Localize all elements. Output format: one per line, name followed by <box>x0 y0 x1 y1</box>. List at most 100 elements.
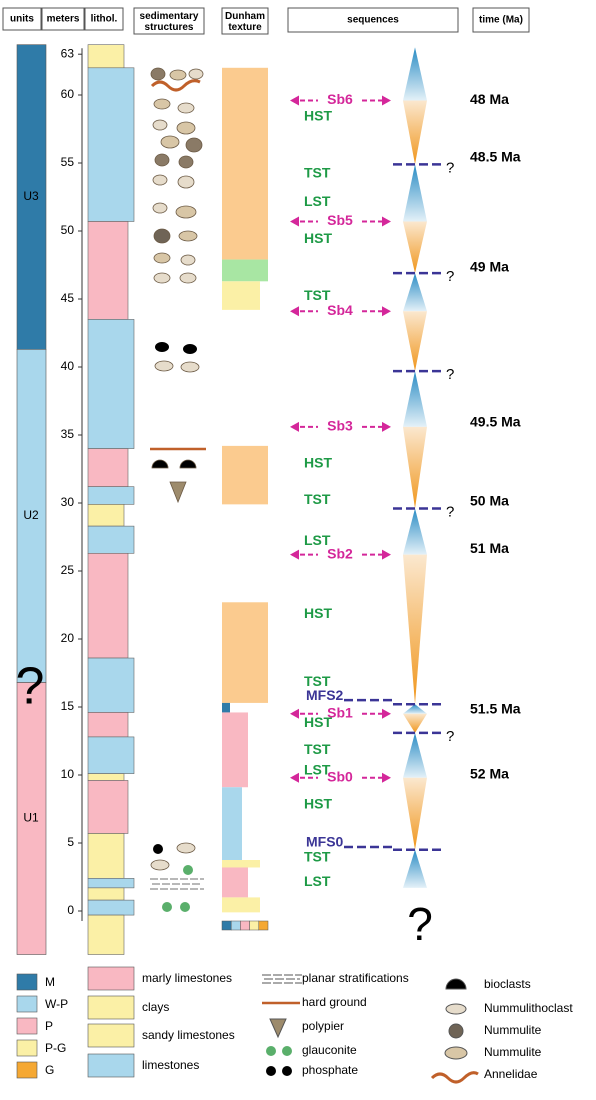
nummulite-icon <box>178 155 194 169</box>
headers <box>2 7 530 35</box>
unit-band <box>16 44 47 350</box>
texture-swatch <box>16 995 38 1013</box>
symbol-legend-label: glauconite <box>302 1043 357 1057</box>
texture-scale-swatch <box>258 920 269 931</box>
meter-label: 45 <box>61 291 75 305</box>
systems-tract-label: HST <box>304 454 332 470</box>
dunham-layer <box>222 67 268 260</box>
nummulite-icon <box>188 68 204 80</box>
nummulite-icon <box>185 137 203 153</box>
nummulite-icon <box>152 202 168 214</box>
lithology-swatch <box>87 966 135 991</box>
glauconite-icon <box>162 902 172 912</box>
dunham-layer <box>222 787 242 860</box>
meter-label: 30 <box>61 495 75 509</box>
mfs-label: MFS0 <box>306 834 344 850</box>
header-box <box>133 7 205 35</box>
dunham-layer <box>222 281 260 310</box>
symbol-legend-label: hard ground <box>302 995 367 1009</box>
nummulite-icon <box>177 102 195 114</box>
meter-label: 50 <box>61 223 75 237</box>
systems-tract-label: TST <box>304 673 331 689</box>
glauconite-icon <box>266 1046 276 1056</box>
fossil-legend-label: Nummulithoclast <box>484 1001 573 1015</box>
sb-label: Sb1 <box>327 705 353 721</box>
meter-label: 20 <box>61 631 75 645</box>
regressive-wedge <box>403 713 427 733</box>
nummulite-icon <box>180 254 196 266</box>
systems-tract-label: LST <box>304 532 331 548</box>
systems-tract-label: HST <box>304 605 332 621</box>
lithology-layer <box>87 878 135 889</box>
meter-label: 40 <box>61 359 75 373</box>
bioclast-icon <box>151 459 197 469</box>
lithology-swatch <box>87 1023 135 1048</box>
systems-tract-label: HST <box>304 230 332 246</box>
annelid-icon <box>430 1071 479 1084</box>
fossil-legend-label: Annelidae <box>484 1067 538 1081</box>
header-label: sequences <box>347 15 399 26</box>
lithology-swatch <box>87 995 135 1020</box>
texture-scale-swatch <box>221 920 232 931</box>
dunham-layer <box>222 860 260 868</box>
nummulite-icon <box>150 67 166 81</box>
header-label: Dunham texture <box>225 11 265 33</box>
meter-label: 60 <box>61 87 75 101</box>
nummulite-icon <box>153 272 171 284</box>
texture-swatch <box>16 1017 38 1035</box>
polypier-icon <box>169 481 187 504</box>
planar-stratification-icon <box>262 974 302 984</box>
texture-scale-swatch <box>230 920 241 931</box>
regressive-wedge <box>403 221 427 274</box>
fossil-legend-label: bioclasts <box>484 977 531 991</box>
meter-label: 15 <box>61 699 75 713</box>
meter-label: 55 <box>61 155 75 169</box>
texture-scale-swatch <box>249 920 260 931</box>
lithology-layer <box>87 319 135 449</box>
transgressive-wedge <box>403 849 427 888</box>
meter-label: 25 <box>61 563 75 577</box>
header-box <box>287 7 459 33</box>
regressive-wedge <box>403 777 427 850</box>
time-label: 49.5 Ma <box>470 413 521 429</box>
systems-tract-label: TST <box>304 165 331 181</box>
transgressive-wedge <box>403 508 427 555</box>
lithology-layer <box>87 67 135 222</box>
meter-label: 63 <box>61 46 75 60</box>
sb-label: Sb0 <box>327 768 353 784</box>
dunham-layer <box>222 259 268 282</box>
transgressive-wedge <box>403 273 427 312</box>
lithology-layer <box>87 899 135 916</box>
unit-label: U3 <box>23 189 39 203</box>
systems-tract-label: TST <box>304 741 331 757</box>
texture-scale-swatch <box>240 920 250 931</box>
phosphate-icon <box>282 1066 292 1076</box>
texture-code: M <box>45 975 55 989</box>
regressive-wedge <box>403 100 427 165</box>
transgressive-wedge <box>403 47 427 101</box>
nummulite-icon <box>175 205 197 219</box>
planar-stratification-icon <box>150 878 204 890</box>
structure-icons <box>150 67 206 912</box>
bottom-question: ? <box>407 898 433 950</box>
lithology-legend-label: sandy limestones <box>142 1028 235 1042</box>
phosphate-icon <box>153 844 163 854</box>
nummulite-icon <box>448 1023 464 1039</box>
texture-swatch <box>16 1039 38 1057</box>
unit-label: U2 <box>23 508 39 522</box>
nummulite-icon <box>180 361 200 373</box>
nummulite-icon <box>154 153 170 167</box>
texture-code: P <box>45 1019 53 1033</box>
transgressive-wedge <box>403 164 427 222</box>
phosphate-icon <box>266 1066 276 1076</box>
nummulite-icon <box>153 252 171 264</box>
dunham-layer <box>222 867 248 898</box>
transgressive-wedge <box>403 371 427 427</box>
nummulite-icon <box>176 121 196 135</box>
sb-label: Sb5 <box>327 212 353 228</box>
nummulite-icon <box>152 119 168 131</box>
systems-tract-label: HST <box>304 714 332 730</box>
glauconite-icon <box>183 865 193 875</box>
header-box <box>221 7 269 35</box>
nummulite-icon <box>150 859 170 871</box>
